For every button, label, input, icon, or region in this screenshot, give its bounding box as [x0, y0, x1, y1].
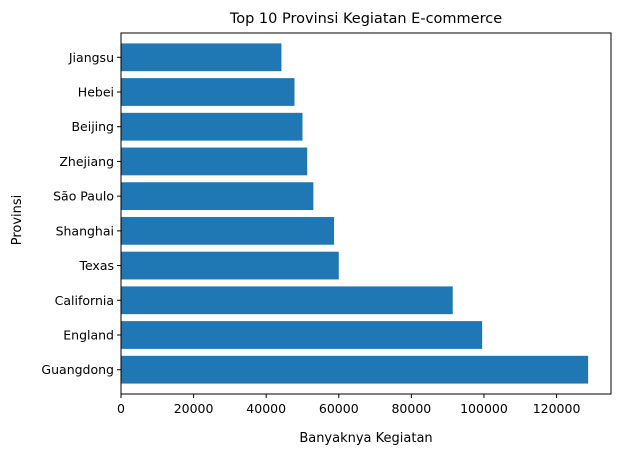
y-tick-label: Jiangsu: [68, 50, 114, 65]
bar-sao-paulo: [121, 182, 314, 211]
x-tick-label: 80000: [391, 401, 431, 416]
y-tick-label: São Paulo: [53, 189, 114, 204]
x-axis-ticks: 0 20000 40000 60000 80000 100000 120000: [117, 394, 580, 416]
x-tick-label: 120000: [533, 401, 581, 416]
bar-england: [121, 321, 483, 349]
plot-frame: [120, 32, 612, 395]
bar-beijing: [121, 112, 303, 141]
y-tick-label: England: [63, 327, 114, 342]
bar-california: [121, 286, 453, 315]
x-tick-label: 0: [117, 401, 125, 416]
bar-jiangsu: [121, 43, 282, 72]
bar-texas: [121, 251, 339, 280]
y-axis-ticks: Guangdong England California Texas Shanghai S…: [41, 50, 121, 377]
bar-shanghai: [121, 216, 335, 245]
bar-guangdong: [121, 355, 589, 384]
y-tick-label: California: [55, 293, 114, 308]
y-tick-label: Beijing: [71, 119, 114, 134]
bar-hebei: [121, 78, 295, 106]
y-tick-label: Guangdong: [41, 362, 114, 377]
x-tick-label: 20000: [174, 401, 214, 416]
x-tick-label: 60000: [319, 401, 359, 416]
y-tick-label: Zhejiang: [59, 154, 114, 169]
y-tick-label: Hebei: [78, 85, 114, 100]
chart-title: Top 10 Provinsi Kegiatan E-commerce: [229, 11, 502, 27]
x-axis-label: Banyaknya Kegiatan: [299, 431, 432, 446]
x-tick-label: 100000: [460, 401, 508, 416]
y-tick-label: Texas: [78, 258, 114, 273]
bars-group: [121, 43, 589, 384]
bar-zhejiang: [121, 147, 308, 176]
y-axis-label: Provinsi: [10, 195, 25, 246]
y-tick-label: Shanghai: [56, 223, 114, 238]
x-tick-label: 40000: [246, 401, 286, 416]
